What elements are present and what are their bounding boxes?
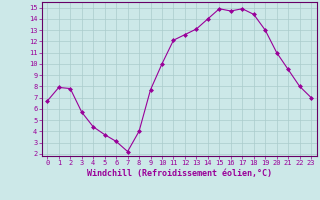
X-axis label: Windchill (Refroidissement éolien,°C): Windchill (Refroidissement éolien,°C) [87,169,272,178]
